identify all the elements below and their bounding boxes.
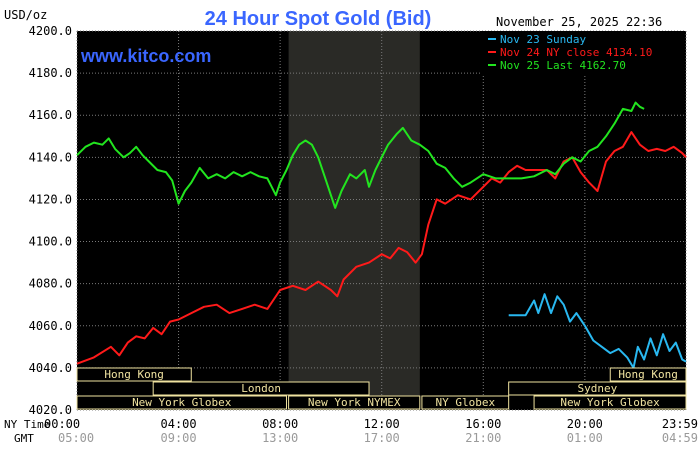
session-label: London: [241, 382, 281, 395]
session-label: New York NYMEX: [308, 396, 401, 409]
y-tick-label: 4040.0: [29, 361, 72, 375]
y-tick-label: 4140.0: [29, 150, 72, 164]
series-line-nov-24-ny-close: [76, 131, 687, 365]
session-bar: [421, 395, 510, 410]
gmt-row-label: GMT: [14, 432, 34, 445]
legend-entry: Nov 23 Sunday: [500, 33, 586, 46]
series-line-nov-25-last: [76, 101, 645, 209]
session-label: Hong Kong: [104, 368, 164, 381]
session-label: New York Globex: [560, 396, 660, 409]
nymex-shaded-region: [288, 31, 420, 410]
y-axis-ticks: 4200.0 4180.0 4160.0 4140.0 4120.0 4100.0 4080…: [29, 24, 72, 417]
legend-entry: Nov 25 Last 4162.70: [500, 59, 626, 72]
x-tick-ny-label: 04:00: [161, 417, 197, 431]
x-tick-ny-label: 23:59: [662, 417, 698, 431]
chart-title: 24 Hour Spot Gold (Bid): [205, 8, 432, 30]
session-bar: [508, 381, 687, 396]
session-label: Sydney: [577, 382, 617, 395]
x-tick-gmt-label: 01:00: [567, 431, 603, 445]
x-tick-gmt-label: 17:00: [364, 431, 400, 445]
y-tick-label: 4160.0: [29, 108, 72, 122]
x-tick-gmt-label: 09:00: [161, 431, 197, 445]
series-line-nov-23-sunday: [508, 293, 687, 369]
y-tick-label: 4100.0: [29, 235, 72, 249]
session-bar: [609, 367, 687, 382]
x-tick-ny-label: 12:00: [364, 417, 400, 431]
session-label: Hong Kong: [618, 368, 678, 381]
y-tick-label: 4020.0: [29, 403, 72, 417]
x-tick-ny-label: 20:00: [567, 417, 603, 431]
y-unit-label: USD/oz: [4, 8, 47, 22]
session-bar: [76, 367, 192, 382]
x-tick-ny-label: 00:00: [44, 417, 80, 431]
session-bar: [533, 395, 687, 410]
y-tick-label: 4060.0: [29, 319, 72, 333]
x-tick-ny-label: 08:00: [262, 417, 298, 431]
x-tick-ny-label: 16:00: [465, 417, 501, 431]
session-label: NY Globex: [435, 396, 495, 409]
series-lines: [76, 101, 687, 369]
y-tick-label: 4080.0: [29, 277, 72, 291]
y-tick-label: 4120.0: [29, 192, 72, 206]
session-label: New York Globex: [132, 396, 232, 409]
x-tick-gmt-label: 13:00: [262, 431, 298, 445]
y-tick-label: 4200.0: [29, 24, 72, 38]
timestamp: November 25, 2025 22:36: [496, 15, 662, 29]
x-tick-gmt-label: 04:59: [662, 431, 698, 445]
session-bar: [288, 395, 421, 410]
legend-entry: Nov 24 NY close 4134.10: [500, 46, 652, 59]
x-tick-gmt-label: 05:00: [58, 431, 94, 445]
x-tick-gmt-label: 21:00: [465, 431, 501, 445]
ny-time-row-label: NY Time: [4, 418, 50, 431]
legend-box: [481, 31, 685, 74]
session-bar: [152, 381, 370, 396]
y-tick-label: 4180.0: [29, 66, 72, 80]
session-bar: [76, 395, 287, 410]
watermark-link[interactable]: www.kitco.com: [80, 46, 211, 66]
